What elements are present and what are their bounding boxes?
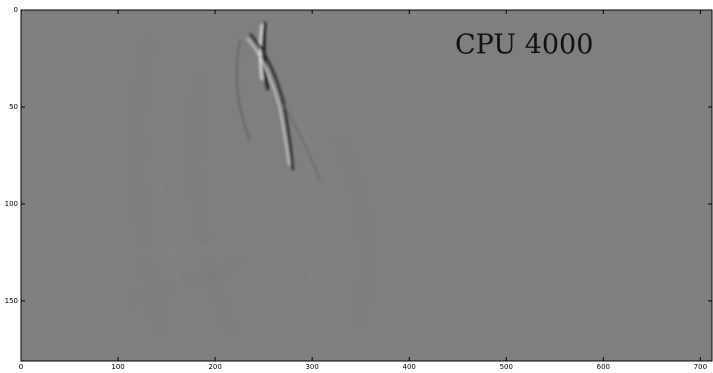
- x-tick-label: 100: [111, 363, 124, 369]
- y-tick-label: 50: [9, 103, 18, 111]
- x-tick-label: 700: [694, 363, 707, 369]
- y-tick-label: 150: [5, 297, 18, 305]
- axes-frame: [20, 9, 713, 362]
- x-tick-label: 400: [403, 363, 416, 369]
- annotation: CPU 4000: [455, 30, 593, 61]
- wavefield: [129, 21, 368, 331]
- x-tick-label: 600: [597, 363, 610, 369]
- x-tick-label: 200: [208, 363, 221, 369]
- y-tick-label: 0: [14, 6, 18, 14]
- x-tick-label: 300: [305, 363, 318, 369]
- y-tick-label: 100: [5, 200, 18, 208]
- x-tick-label: 0: [19, 363, 23, 369]
- x-tick-label: 500: [500, 363, 513, 369]
- image: [21, 10, 712, 361]
